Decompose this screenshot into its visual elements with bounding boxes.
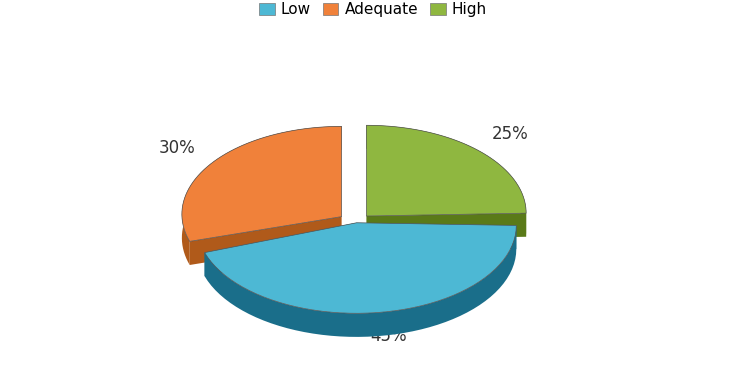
Polygon shape — [366, 125, 526, 237]
Text: 45%: 45% — [370, 327, 407, 345]
Polygon shape — [204, 225, 516, 337]
Polygon shape — [182, 126, 342, 265]
Polygon shape — [182, 126, 342, 242]
Polygon shape — [204, 223, 516, 313]
Legend: Low, Adequate, High: Low, Adequate, High — [256, 0, 490, 20]
Polygon shape — [357, 223, 516, 249]
Polygon shape — [366, 213, 526, 240]
Polygon shape — [189, 217, 342, 265]
Text: 25%: 25% — [492, 125, 529, 143]
Polygon shape — [366, 125, 526, 216]
Polygon shape — [204, 223, 357, 276]
Text: 30%: 30% — [159, 139, 195, 158]
